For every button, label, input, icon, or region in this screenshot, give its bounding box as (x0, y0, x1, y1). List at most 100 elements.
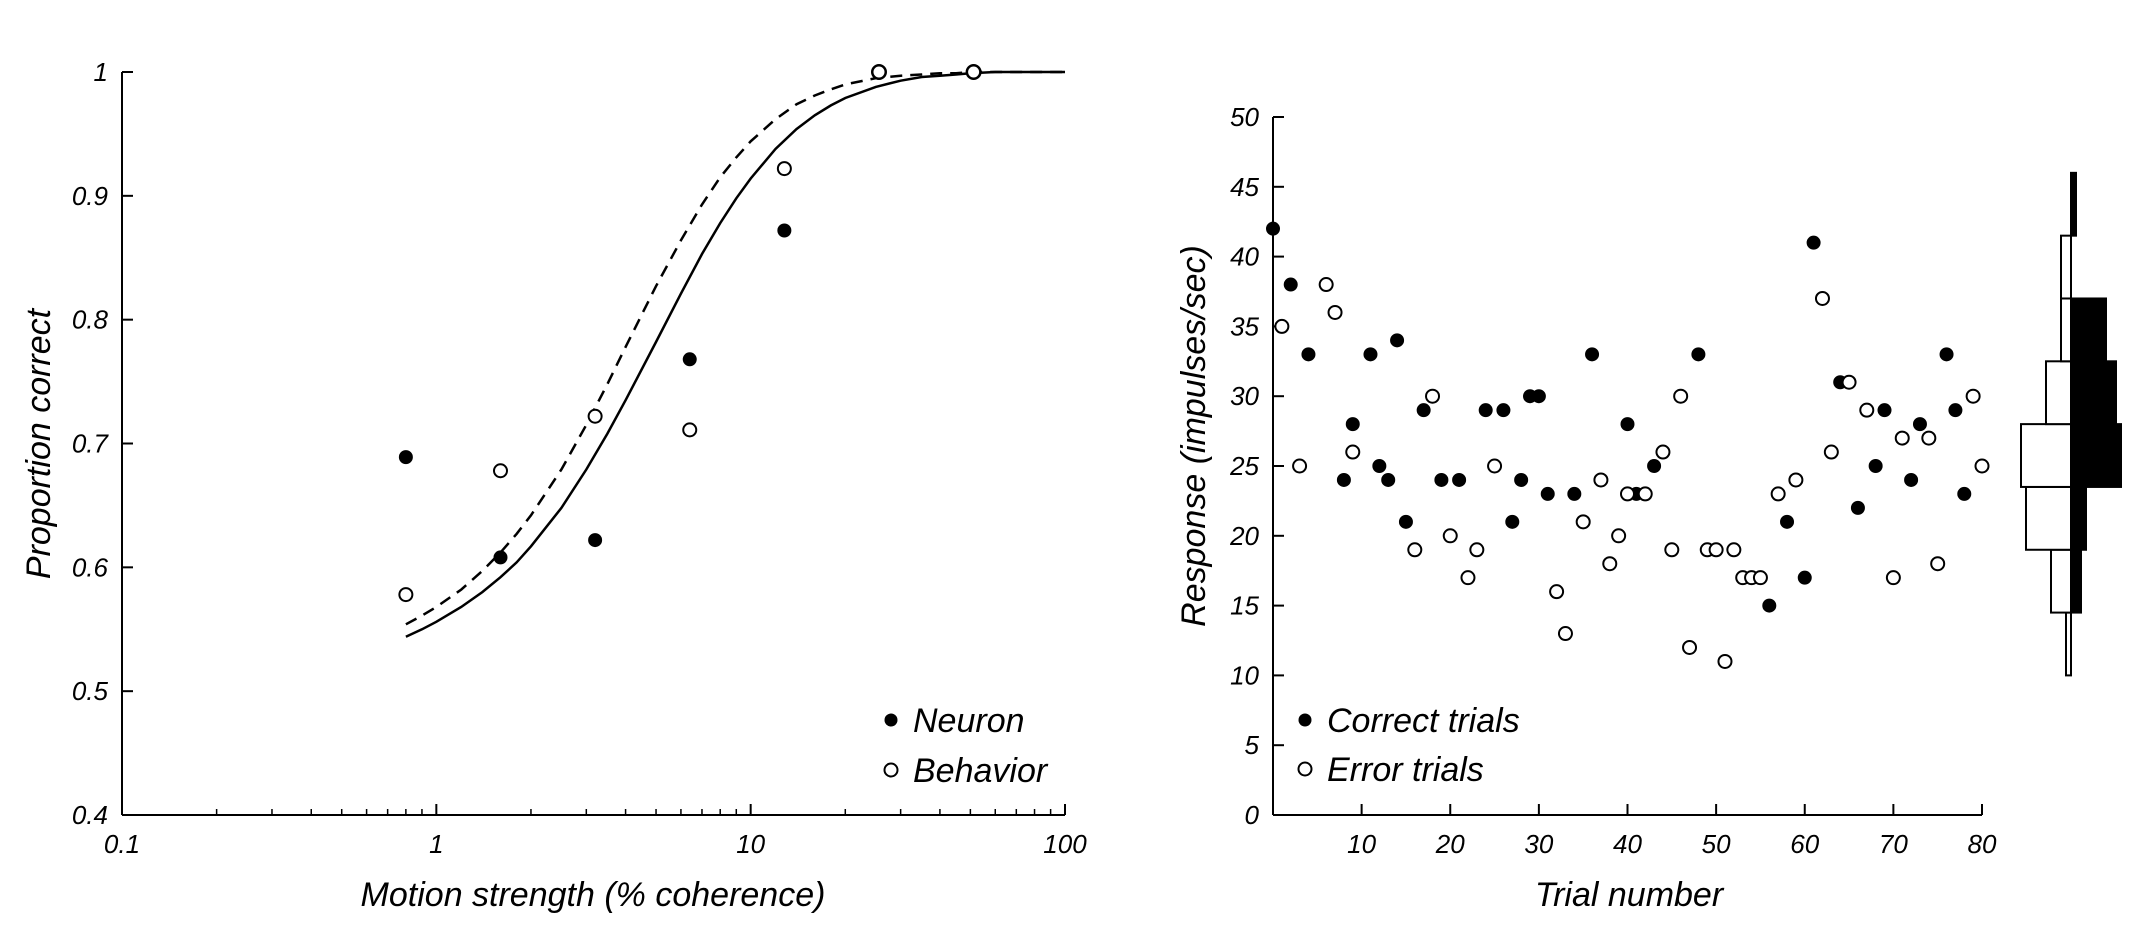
legend-error-marker (1297, 761, 1313, 777)
correct-trial-point (1363, 347, 1378, 362)
error-trial-point (1274, 318, 1290, 334)
behavior-point (871, 64, 887, 80)
x-tick-label: 0.1 (104, 829, 140, 859)
error-trial-point (1593, 472, 1609, 488)
error-trial-point (1930, 556, 1946, 572)
correct-trial-point (1912, 417, 1927, 432)
correct-trial-point (1301, 347, 1316, 362)
neuron-point (588, 533, 603, 548)
left-y-axis-label: Proportion correct (20, 307, 58, 579)
x-tick-label: 20 (1435, 829, 1465, 859)
correct-trial-point (1452, 472, 1467, 487)
correct-trial-point (1620, 417, 1635, 432)
correct-trial-point (1336, 472, 1351, 487)
error-trial-point (1814, 290, 1830, 306)
error-trial-point (1557, 626, 1573, 642)
error-trial-point (1602, 556, 1618, 572)
error-trial-point (1292, 458, 1308, 474)
y-tick-label: 0.7 (72, 429, 110, 459)
error-trial-point (1327, 304, 1343, 320)
error-trial-point (1425, 388, 1441, 404)
correct-trial-point (1585, 347, 1600, 362)
legend-correct-label: Correct trials (1327, 702, 1520, 740)
y-tick-label: 0 (1245, 800, 1260, 830)
correct-trial-point (1266, 221, 1280, 236)
y-tick-label: 0.8 (72, 305, 109, 335)
error-trial-point (1974, 458, 1990, 474)
y-tick-label: 1 (94, 57, 108, 87)
neuron-point (682, 352, 697, 367)
y-tick-label: 50 (1230, 102, 1259, 132)
y-tick-label: 45 (1230, 172, 1259, 202)
correct-trial-point (1797, 570, 1812, 585)
error-trial-point (1894, 430, 1910, 446)
x-tick-label: 40 (1613, 829, 1642, 859)
correct-trial-point (1345, 417, 1360, 432)
correct-trial-point (1531, 389, 1546, 404)
correct-trial-point (1372, 459, 1387, 473)
error-trial-point (1407, 542, 1423, 558)
neuron-point (398, 450, 413, 465)
x-tick-label: 30 (1524, 829, 1553, 859)
x-tick-label: 10 (1347, 829, 1376, 859)
y-tick-label: 10 (1230, 660, 1259, 690)
y-tick-label: 15 (1230, 591, 1259, 621)
correct-trial-point (1540, 486, 1555, 501)
error-trial-point (1611, 528, 1627, 544)
histogram-error-bar (2050, 548, 2072, 614)
error-trial-point (1770, 486, 1786, 502)
error-trial-point (1708, 542, 1724, 558)
correct-trial-point (1904, 472, 1919, 487)
x-tick-label: 70 (1879, 829, 1908, 859)
error-trial-point (1655, 444, 1671, 460)
correct-trial-point (1434, 472, 1449, 487)
histogram-correct-bar (2070, 548, 2082, 614)
error-trial-point (1673, 388, 1689, 404)
histogram-correct-bar (2070, 423, 2122, 488)
left-legend: Neuron Behavior (883, 702, 1049, 790)
y-tick-label: 0.6 (72, 552, 109, 582)
right-legend: Correct trials Error trials (1297, 702, 1520, 789)
behavior-point (492, 463, 508, 479)
histogram-correct-bar (2070, 297, 2107, 363)
correct-trial-point (1416, 403, 1431, 418)
error-trial-point (1859, 402, 1875, 418)
x-tick-label: 80 (1968, 829, 1997, 859)
error-trial-point (1487, 458, 1503, 474)
legend-neuron-marker (884, 713, 898, 727)
correct-trial-point (1850, 500, 1865, 515)
histogram-error-bar (2045, 360, 2072, 426)
error-trial-point (1921, 430, 1937, 446)
correct-trial-point (1806, 235, 1821, 250)
y-tick-label: 40 (1230, 242, 1259, 272)
correct-trial-point (1780, 514, 1795, 529)
psychometric-chart: 0.1 1 10 100 0.4 0.5 0.6 0.7 0.8 0.9 1 Motion stre… (20, 57, 1087, 914)
correct-trial-point (1948, 403, 1963, 418)
x-tick-label: 1 (429, 829, 443, 859)
histogram-error-bar (2060, 234, 2072, 300)
behavior-point (682, 422, 698, 438)
error-trial-point (1345, 444, 1361, 460)
correct-trial-point (1478, 403, 1493, 418)
error-trial-point (1318, 277, 1334, 293)
correct-trial-point (1877, 403, 1892, 418)
histogram-error-bar (2065, 611, 2072, 677)
correct-trial-point (1496, 403, 1511, 418)
behavior-fit-curve (405, 70, 1065, 626)
left-x-axis-label: Motion strength (% coherence) (361, 876, 826, 914)
x-tick-label: 60 (1790, 829, 1819, 859)
error-trial-point (1717, 653, 1733, 669)
x-tick-label: 10 (736, 829, 765, 859)
histogram-error-bar (2020, 423, 2072, 488)
histogram-correct-bar (2070, 171, 2077, 237)
correct-trial-point (1939, 347, 1954, 362)
legend-behavior-label: Behavior (913, 752, 1049, 790)
error-trial-point (1841, 374, 1857, 390)
correct-trial-point (1283, 277, 1298, 292)
x-tick-label: 100 (1043, 829, 1087, 859)
neuron-point (493, 550, 508, 565)
trial-response-chart: 10 20 30 40 50 60 70 80 0 5 10 15 20 25 30 35 40 45 50 Tri… (1175, 102, 2122, 914)
error-trial-point (1965, 388, 1981, 404)
error-trial-point (1637, 486, 1653, 502)
